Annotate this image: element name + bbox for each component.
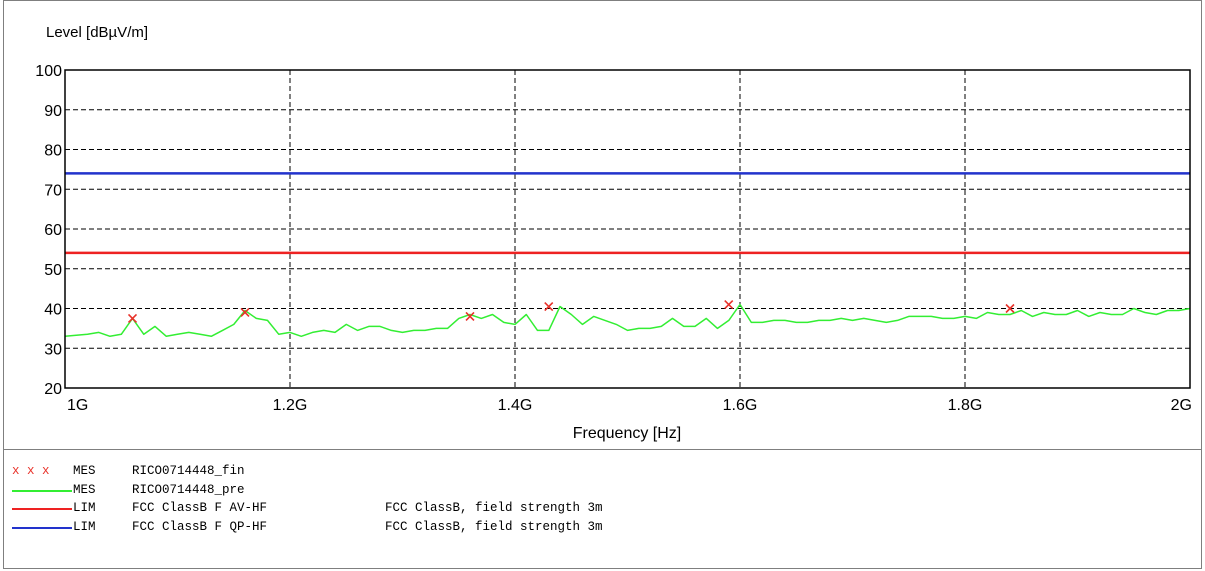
y-axis-label: Level [dBµV/m] <box>46 24 148 41</box>
y-tick-label: 50 <box>44 262 62 279</box>
legend-name: RICO0714448_fin <box>132 464 245 478</box>
legend-line-symbol <box>12 518 72 537</box>
x-tick-label: 1.4G <box>498 397 533 414</box>
y-tick-label: 80 <box>44 143 62 160</box>
y-tick-label: 70 <box>44 182 62 199</box>
final-measurement-marker <box>1005 303 1015 314</box>
y-tick-label: 30 <box>44 341 62 358</box>
x-tick-labels: 1G 1.2G 1.4G 1.6G 1.8G 2G <box>67 397 1192 414</box>
legend-line-symbol <box>12 481 72 500</box>
y-tick-label: 60 <box>44 222 62 239</box>
y-tick-label: 40 <box>44 302 62 319</box>
chart-frame <box>3 0 1202 569</box>
plot-area-border <box>64 69 1191 389</box>
x-tick-label: 1.6G <box>723 397 758 414</box>
final-measurement-marker <box>544 301 554 312</box>
legend-type: MES <box>73 482 96 497</box>
grid <box>65 70 1190 388</box>
x-tick-label: 1.2G <box>273 397 308 414</box>
y-tick-labels: 20 30 40 50 60 70 80 90 100 <box>35 63 62 398</box>
final-measurement-marker <box>465 311 475 322</box>
final-measurement-marker <box>724 299 734 310</box>
x-tick-label: 1.8G <box>948 397 983 414</box>
series <box>64 172 1191 338</box>
x-tick-label: 2G <box>1171 397 1192 414</box>
legend-marker-symbol: x x x <box>12 462 72 481</box>
x-axis-label: Frequency [Hz] <box>573 425 681 442</box>
legend-line-symbol <box>12 499 72 518</box>
y-tick-label: 20 <box>44 381 62 398</box>
prescan-trace <box>64 303 1191 338</box>
legend-name: FCC ClassB F QP-HF <box>132 519 268 534</box>
legend-marks: x x x <box>12 464 50 478</box>
final-measurement-marker <box>127 313 138 324</box>
legend-type: LIM <box>73 501 96 516</box>
legend-divider <box>3 449 1202 450</box>
legend-desc: FCC ClassB, field strength 3m <box>385 519 603 534</box>
legend-type: LIM <box>73 519 96 534</box>
legend-name: RICO0714448_pre <box>132 482 245 497</box>
legend-name: FCC ClassB F AV-HF <box>132 501 268 516</box>
legend-desc: FCC ClassB, field strength 3m <box>385 501 603 516</box>
x-tick-label: 1G <box>67 397 88 414</box>
final-measurement-marker <box>240 307 250 318</box>
y-tick-label: 100 <box>35 63 62 80</box>
emission-chart: Level [dBµV/m] Frequency [Hz] 20 30 40 50 60… <box>35 24 1192 442</box>
legend-type: MES <box>73 464 96 478</box>
y-tick-label: 90 <box>44 103 62 120</box>
